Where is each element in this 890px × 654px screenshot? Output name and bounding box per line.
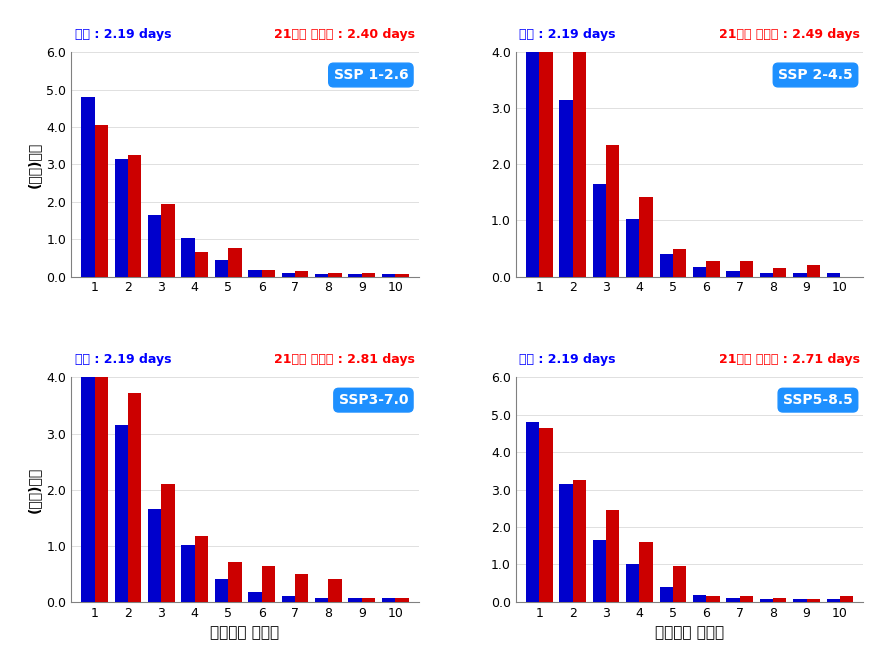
Bar [740,596,753,602]
Bar [606,145,619,277]
Bar [827,273,840,277]
X-axis label: 대기정체 지속일: 대기정체 지속일 [655,625,724,640]
Bar [161,484,174,602]
Bar [94,125,108,277]
Bar [726,598,740,602]
Bar [281,596,295,602]
Bar [659,254,673,277]
Bar [115,159,128,277]
Bar [214,260,228,277]
Bar [195,252,208,277]
Bar [673,566,686,602]
Text: 현재 : 2.19 days: 현재 : 2.19 days [75,28,171,41]
Bar [94,377,108,602]
Text: 21세기 후반기 : 2.71 days: 21세기 후반기 : 2.71 days [719,353,860,366]
Bar [659,587,673,602]
Bar [760,599,773,602]
Bar [228,562,241,602]
Bar [395,598,409,602]
Bar [128,155,142,277]
Bar [182,545,195,602]
Text: 21세기 후반기 : 2.49 days: 21세기 후반기 : 2.49 days [719,28,860,41]
Bar [395,274,409,277]
Bar [827,600,840,602]
Bar [840,596,854,602]
Bar [640,197,653,277]
Bar [182,239,195,277]
Bar [81,377,94,602]
Bar [559,100,572,277]
Bar [315,274,328,277]
Bar [627,564,640,602]
Bar [295,574,308,602]
Bar [382,598,395,602]
Bar [248,592,262,602]
Bar [128,392,142,602]
Text: 현재 : 2.19 days: 현재 : 2.19 days [75,353,171,366]
Bar [115,425,128,602]
Bar [559,484,572,602]
Text: 21세기 후반기 : 2.40 days: 21세기 후반기 : 2.40 days [274,28,415,41]
Bar [382,274,395,277]
Bar [148,215,161,277]
Bar [593,540,606,602]
X-axis label: 대기정체 지속일: 대기정체 지속일 [210,625,279,640]
Bar [295,271,308,277]
Bar [640,542,653,602]
Bar [148,509,161,602]
Bar [773,598,787,602]
Bar [773,268,787,277]
Bar [349,598,362,602]
Bar [281,273,295,277]
Bar [161,203,174,277]
Text: SSP3-7.0: SSP3-7.0 [339,393,409,407]
Bar [81,97,94,277]
Bar [228,248,241,277]
Bar [328,579,342,602]
Text: SSP5-8.5: SSP5-8.5 [783,393,853,407]
Text: SSP 1-2.6: SSP 1-2.6 [334,68,409,82]
Bar [726,271,740,277]
Bar [593,184,606,277]
Bar [349,274,362,277]
Bar [572,480,586,602]
Bar [362,273,376,277]
Bar [693,267,707,277]
Text: SSP 2-4.5: SSP 2-4.5 [778,68,853,82]
Bar [262,566,275,602]
Y-axis label: (회으)빈도: (회으)빈도 [27,466,41,513]
Bar [707,261,720,277]
Bar [606,510,619,602]
Bar [262,270,275,277]
Bar [248,270,262,277]
Text: 현재 : 2.19 days: 현재 : 2.19 days [520,28,616,41]
Bar [627,219,640,277]
Bar [793,599,806,602]
Bar [526,422,539,602]
Bar [195,536,208,602]
Bar [362,598,376,602]
Bar [572,52,586,277]
Bar [806,266,820,277]
Bar [539,52,553,277]
Bar [526,52,539,277]
Bar [539,428,553,602]
Bar [806,599,820,602]
Text: 21세기 후반기 : 2.81 days: 21세기 후반기 : 2.81 days [274,353,415,366]
Bar [673,249,686,277]
Bar [793,273,806,277]
Bar [693,595,707,602]
Bar [328,273,342,277]
Y-axis label: (회으)빈도: (회으)빈도 [27,141,41,188]
Text: 현재 : 2.19 days: 현재 : 2.19 days [520,353,616,366]
Bar [740,261,753,277]
Bar [214,579,228,602]
Bar [315,598,328,602]
Bar [760,273,773,277]
Bar [707,596,720,602]
